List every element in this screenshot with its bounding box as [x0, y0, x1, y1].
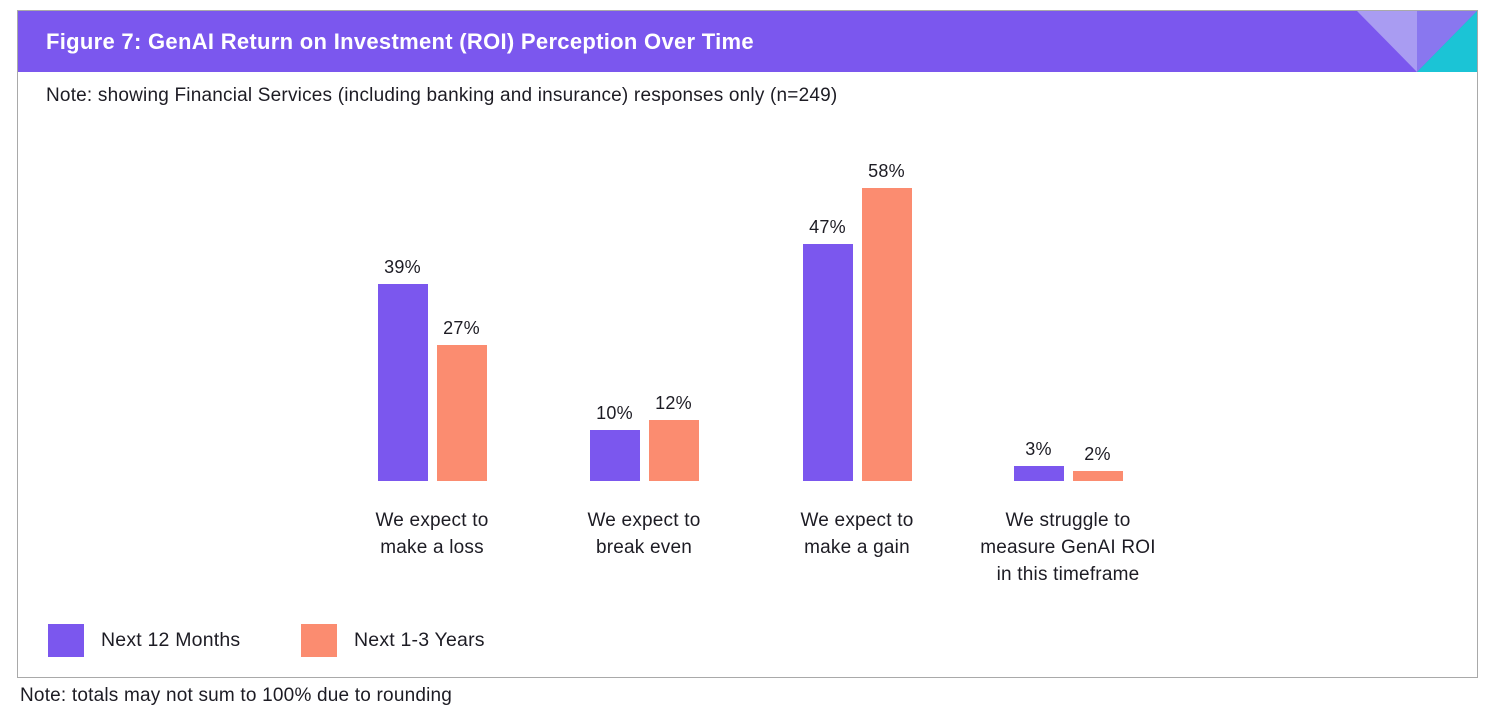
- legend-label-next-1-3-years: Next 1-3 Years: [354, 628, 485, 651]
- corner-triangles-decoration: [1357, 11, 1477, 72]
- bar-value-label: 47%: [809, 217, 846, 237]
- bar-value-label: 27%: [443, 318, 480, 338]
- chart-area: 39% 27% We expect to make a loss 10% 12% We e…: [18, 11, 1477, 677]
- teal-triangle: [1417, 11, 1477, 72]
- bar: [1072, 471, 1123, 481]
- bar: [436, 345, 487, 481]
- category-label: We struggle to measure GenAI ROI in this…: [980, 510, 1156, 585]
- bar-value-label: 58%: [868, 161, 905, 181]
- figure-header: Figure 7: GenAI Return on Investment (RO…: [18, 11, 1477, 72]
- legend-swatch-next-12-months: [48, 623, 84, 657]
- bar: [648, 420, 699, 481]
- bar: [802, 244, 853, 481]
- bar: [861, 188, 912, 481]
- figure-title: Figure 7: GenAI Return on Investment (RO…: [46, 28, 754, 54]
- bar: [377, 284, 428, 481]
- bar: [589, 430, 640, 481]
- sample-note: Note: showing Financial Services (includ…: [46, 85, 838, 106]
- bar: [1013, 466, 1064, 481]
- legend-swatch-next-1-3-years: [301, 623, 337, 657]
- bar-value-label: 10%: [596, 403, 633, 423]
- bar-value-label: 2%: [1084, 444, 1111, 464]
- category-label: We expect to make a gain: [800, 510, 914, 558]
- legend-label-next-12-months: Next 12 Months: [101, 628, 241, 651]
- rounding-note: Note: totals may not sum to 100% due to …: [20, 685, 453, 706]
- category-label: We expect to make a loss: [375, 510, 489, 558]
- legend-item-next-12-months: Next 12 Months: [48, 623, 240, 657]
- category-label: We expect to break even: [587, 510, 701, 558]
- bar-value-label: 3%: [1025, 439, 1052, 459]
- figure-container: Figure 7: GenAI Return on Investment (RO…: [17, 10, 1478, 678]
- bar-value-label: 12%: [655, 393, 692, 413]
- legend-item-next-1-3-years: Next 1-3 Years: [301, 623, 485, 657]
- light-purple-triangle: [1357, 11, 1417, 72]
- bar-value-label: 39%: [384, 257, 421, 277]
